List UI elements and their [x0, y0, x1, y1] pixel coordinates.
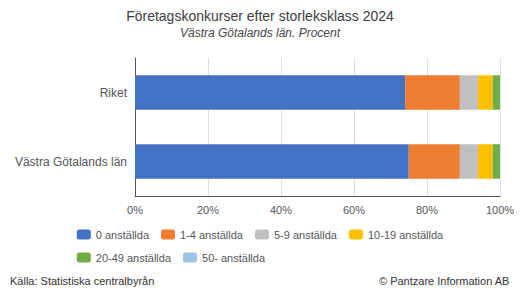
svg-text:40%: 40% — [270, 204, 292, 216]
svg-text:0 anställda: 0 anställda — [96, 229, 150, 241]
svg-text:50- anställda: 50- anställda — [202, 252, 266, 264]
svg-text:20-49 anställda: 20-49 anställda — [96, 252, 172, 264]
svg-text:100%: 100% — [486, 204, 514, 216]
svg-text:Västra Götalands län: Västra Götalands län — [15, 155, 127, 169]
svg-text:Västra Götalands län. Procent: Västra Götalands län. Procent — [180, 26, 341, 40]
svg-text:80%: 80% — [416, 204, 438, 216]
svg-text:© Pantzare Information AB: © Pantzare Information AB — [379, 275, 509, 287]
svg-text:20%: 20% — [197, 204, 219, 216]
svg-text:Riket: Riket — [100, 86, 128, 100]
svg-text:10-19 anställda: 10-19 anställda — [368, 229, 444, 241]
svg-text:1-4 anställda: 1-4 anställda — [180, 229, 244, 241]
svg-text:Företagskonkurser efter storle: Företagskonkurser efter storleksklass 20… — [126, 8, 394, 24]
svg-text:5-9 anställda: 5-9 anställda — [274, 229, 338, 241]
svg-text:60%: 60% — [343, 204, 365, 216]
svg-text:Källa: Statistiska centralbyrå: Källa: Statistiska centralbyrån — [10, 275, 154, 287]
svg-text:0%: 0% — [127, 204, 143, 216]
